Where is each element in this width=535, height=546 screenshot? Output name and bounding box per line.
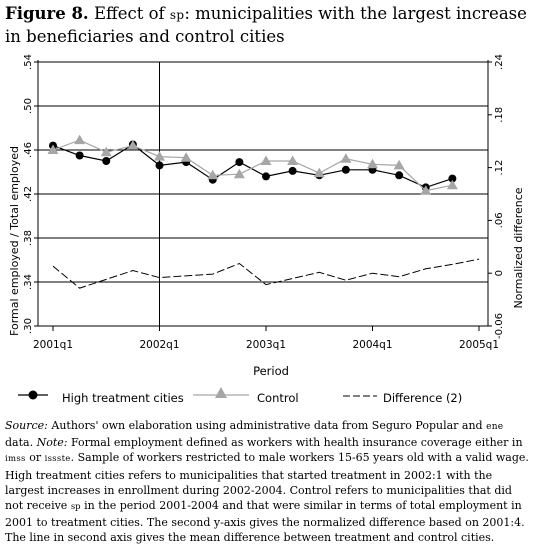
data-text: data. [5,436,37,450]
series-0-point-7 [235,158,244,167]
series-1-point-13 [393,159,405,170]
legend-label-high-treatment: High treatment cities [62,391,184,405]
y-axis-right-title: Normalized difference [512,187,525,308]
triangle-marker-icon [193,387,249,398]
x-axis-title: Period [253,364,289,378]
circle-marker-icon [18,390,48,400]
dashed-line-icon [343,395,377,397]
imss-text: imss [5,454,26,465]
series-line-0 [52,143,453,189]
x-tick-label-3: 2004q1 [352,339,392,351]
series-1-point-12 [367,158,378,169]
figure-title-post: : municipalities with the largest increa… [5,4,527,46]
y-left-tick-label-6: .54 [23,54,34,70]
legend-label-control: Control [257,391,299,405]
plot-frame [37,60,489,327]
series-0-point-1 [75,151,84,160]
figure-title: Figure 8. Effect of sp: municipalities w… [5,3,530,47]
series-1-point-7 [233,168,245,179]
y-right-tick-label-5: .24 [494,54,505,70]
y-left-tick-label-4: .46 [23,142,34,158]
figure-label: Figure 8. [5,4,89,23]
note-text-2: . Sample of workers restricted to male w… [5,451,529,513]
grid-lines [38,61,488,327]
series-1-point-15 [446,179,458,190]
series-1-point-3 [127,140,139,150]
issste-text: issste [44,454,71,465]
y-left-tick-label-2: .38 [23,230,34,246]
series-1-point-1 [74,134,86,145]
figure-title-sp: sp [169,8,185,22]
series-0-point-8 [262,172,270,181]
y-left-tick-label-0: .30 [23,318,34,334]
line-chart: .30 .34 .38 .42 .46 .50 .54 -0.06 0 .06 .12 .18 .24… [8,54,525,378]
series-0-point-2 [102,157,111,165]
ene-text: ene [486,422,504,432]
series-1-point-6 [207,169,219,180]
y-axis-right: -0.06 0 .06 .12 .18 .24 [488,54,505,339]
note-text-1: Formal employment defined as workers wit… [67,436,523,450]
y-axis-left: .30 .34 .38 .42 .46 .50 .54 [23,54,38,334]
y-left-tick-label-5: .50 [23,98,34,114]
x-axis: 2001q1 2002q1 2003q1 2004q1 2005q1 [33,326,499,351]
sp-text: sp [70,502,81,513]
figure-note: Source: Authors' own elaboration using a… [5,418,530,546]
note-text-3: in the period 2001-2004 and that were si… [5,499,525,545]
figure-title-pre: Effect of [93,4,165,23]
legend-label-difference: Difference (2) [383,391,463,405]
series-0-point-4 [155,161,164,170]
series-1-point-2 [100,146,112,157]
x-tick-label-1: 2002q1 [139,339,179,351]
or-text: or [25,451,45,465]
y-right-tick-label-1: 0 [494,270,505,276]
series-0-point-11 [341,165,350,174]
series-0-point-15 [448,174,457,183]
series-1-point-11 [340,153,352,163]
y-right-tick-label-3: .12 [494,160,505,176]
x-tick-label-2: 2003q1 [246,339,286,351]
series-0-point-13 [395,171,404,180]
source-text: Authors' own elaboration using administr… [47,419,487,432]
y-left-tick-label-1: .34 [23,274,34,290]
legend: High treatment cities Control Difference… [0,378,535,406]
y-right-tick-label-4: .18 [494,107,505,123]
series-line-1 [52,139,453,192]
y-axis-left-title: Formal employed / Total employed [8,146,21,336]
note-label: Note: [36,436,68,450]
series-1-point-9 [287,155,299,165]
series-1-point-8 [260,155,272,165]
series-1-point-5 [180,152,192,162]
y-left-tick-label-3: .42 [23,186,34,202]
y-right-tick-label-0: -0.06 [494,313,505,339]
x-tick-label-4: 2005q1 [459,339,499,351]
series-group [47,134,480,289]
series-1-point-4 [154,151,165,161]
series-1-point-10 [313,167,325,178]
source-label: Source: [5,419,48,432]
series-0-point-9 [288,166,297,175]
x-tick-label-0: 2001q1 [33,339,73,351]
series-line-2 [52,258,480,289]
series-1-point-14 [420,185,432,195]
series-1-point-0 [47,144,59,154]
y-right-tick-label-2: .06 [494,212,505,228]
